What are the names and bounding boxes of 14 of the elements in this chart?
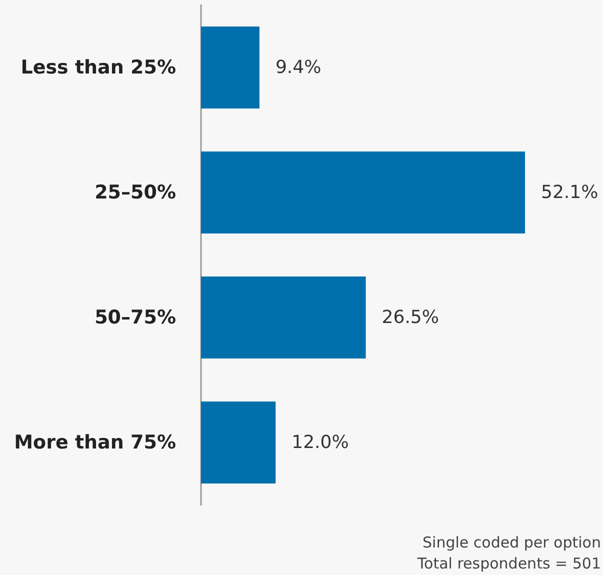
bar	[201, 402, 276, 484]
bar	[201, 152, 525, 234]
y-tick-label: More than 75%	[14, 432, 176, 454]
y-tick-label: 25–50%	[94, 182, 176, 204]
data-label: 12.0%	[292, 432, 349, 453]
text: Single coded per option	[422, 534, 601, 552]
y-tick-label: Less than 25%	[20, 56, 176, 78]
bar	[201, 276, 366, 358]
data-label: 9.4%	[275, 57, 322, 78]
y-tick-label: 50–75%	[94, 306, 176, 328]
bar	[201, 26, 260, 108]
text: Total respondents = 501	[416, 554, 601, 572]
data-label: 52.1%	[541, 182, 598, 203]
data-label: 26.5%	[382, 307, 439, 328]
